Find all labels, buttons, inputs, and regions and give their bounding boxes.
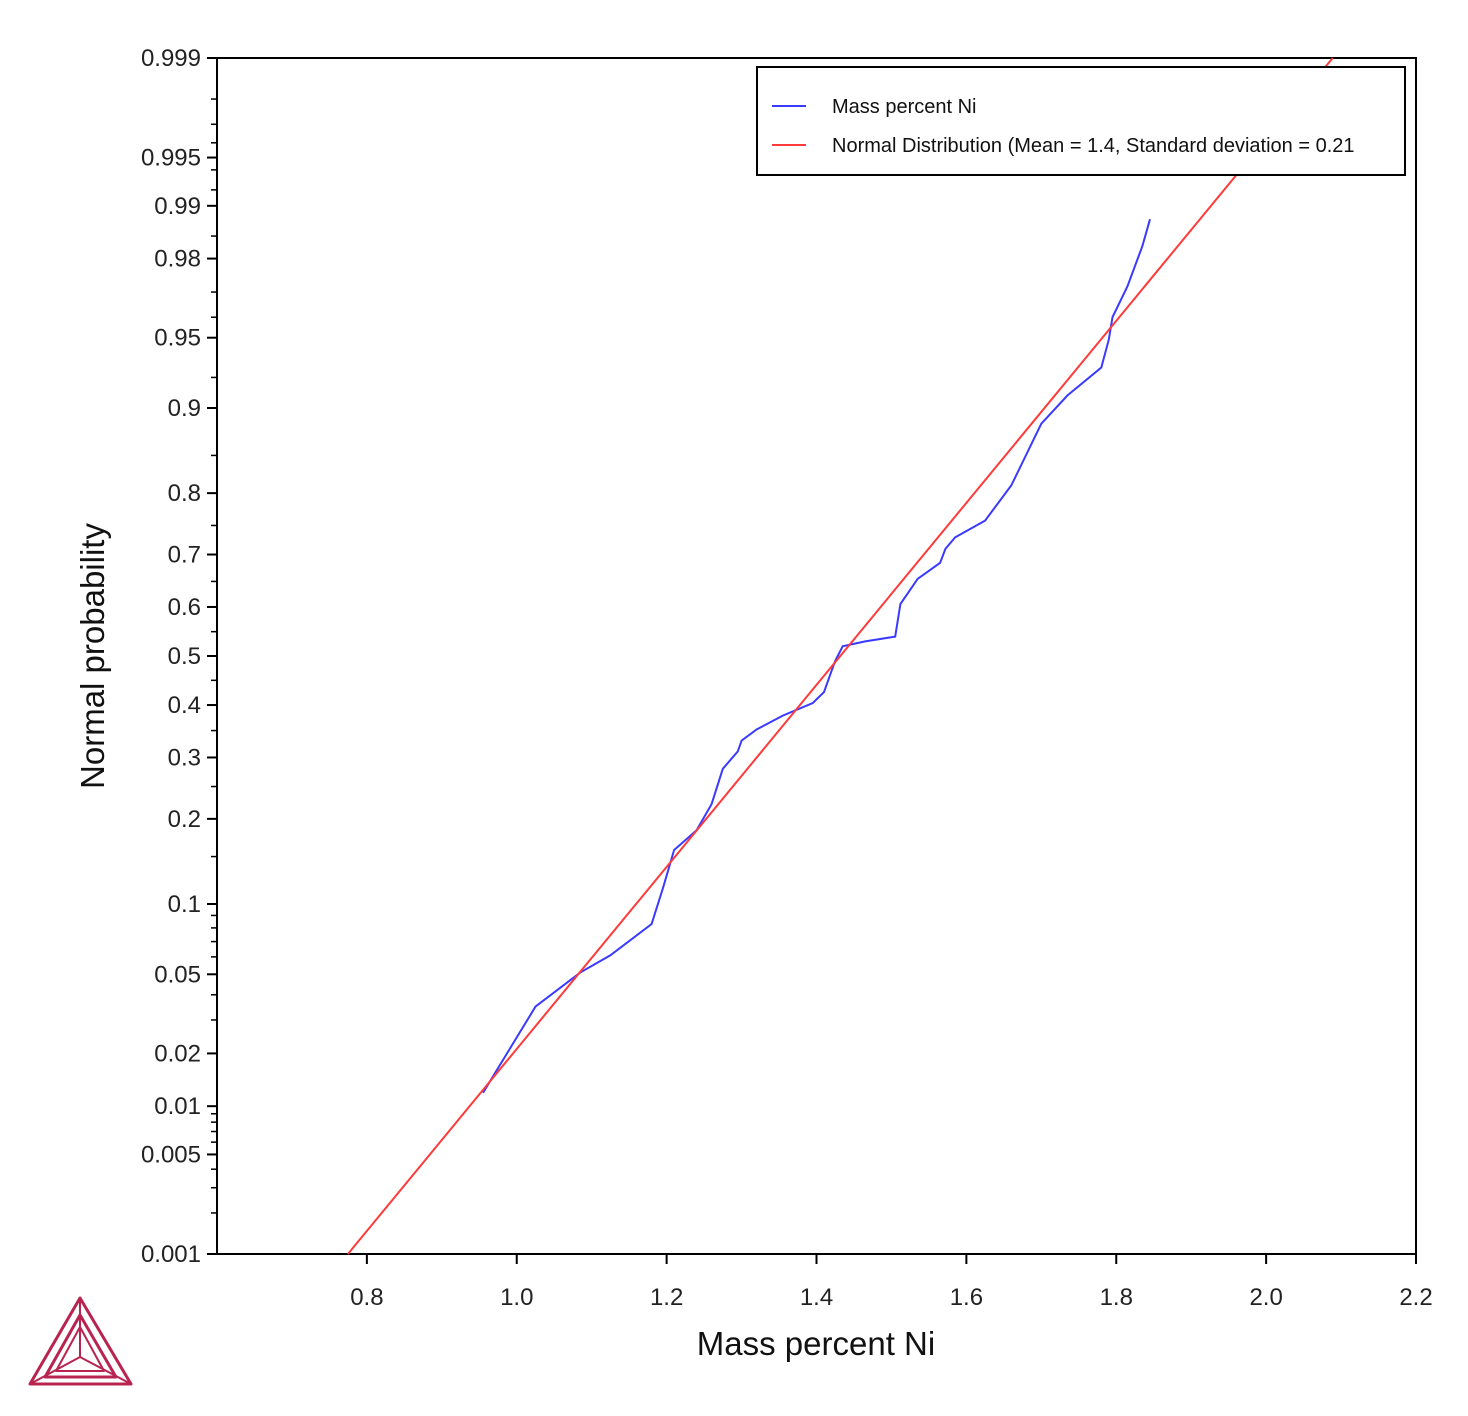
y-tick-label: 0.9 <box>168 395 201 422</box>
y-tick-label: 0.2 <box>168 806 201 833</box>
y-tick-label: 0.001 <box>141 1241 201 1268</box>
y-tick-label: 0.98 <box>154 246 201 273</box>
y-tick-label: 0.7 <box>168 542 201 569</box>
x-tick-label: 1.4 <box>800 1284 833 1311</box>
y-tick-label: 0.1 <box>168 891 201 918</box>
legend-label-series-0: Mass percent Ni <box>832 96 977 118</box>
x-tick-label: 2.2 <box>1399 1284 1432 1311</box>
y-tick-label: 0.02 <box>154 1040 201 1067</box>
legend: Mass percent Ni Normal Distribution (Mea… <box>756 66 1406 176</box>
y-tick-label: 0.995 <box>141 145 201 172</box>
y-tick-label: 0.4 <box>168 692 201 719</box>
x-tick-label: 1.8 <box>1100 1284 1133 1311</box>
x-tick-label: 2.0 <box>1249 1284 1282 1311</box>
thermo-calc-logo <box>28 1296 133 1386</box>
x-axis: 0.8 1.0 1.2 1.4 1.6 1.8 2.0 2.2 <box>350 1254 1433 1311</box>
plot-area <box>216 57 1417 1255</box>
y-tick-label: 0.8 <box>168 480 201 507</box>
series-line-1 <box>347 57 1334 1255</box>
legend-label-series-1: Normal Distribution (Mean = 1.4, Standar… <box>832 135 1355 157</box>
x-tick-label: 1.2 <box>650 1284 683 1311</box>
x-axis-title: Mass percent Ni <box>697 1325 935 1362</box>
legend-box <box>756 66 1406 176</box>
x-tick-label: 1.6 <box>950 1284 983 1311</box>
y-tick-label: 0.99 <box>154 193 201 220</box>
x-tick-label: 1.0 <box>500 1284 533 1311</box>
series-layer <box>347 57 1334 1255</box>
y-tick-label: 0.3 <box>168 744 201 771</box>
y-tick-label: 0.999 <box>141 45 201 72</box>
x-tick-label: 0.8 <box>350 1284 383 1311</box>
y-tick-label: 0.05 <box>154 961 201 988</box>
y-tick-label: 0.5 <box>168 643 201 670</box>
series-line-0 <box>482 218 1151 1094</box>
y-axis-title: Normal probability <box>74 523 111 789</box>
y-tick-label: 0.005 <box>141 1141 201 1168</box>
y-axis: 0.001 0.005 0.01 0.02 0.05 0.1 0.2 0.3 0.4 0.5 0.6… <box>141 45 217 1268</box>
y-tick-label: 0.6 <box>168 594 201 621</box>
y-tick-label: 0.01 <box>154 1093 201 1120</box>
y-tick-label: 0.95 <box>154 325 201 352</box>
